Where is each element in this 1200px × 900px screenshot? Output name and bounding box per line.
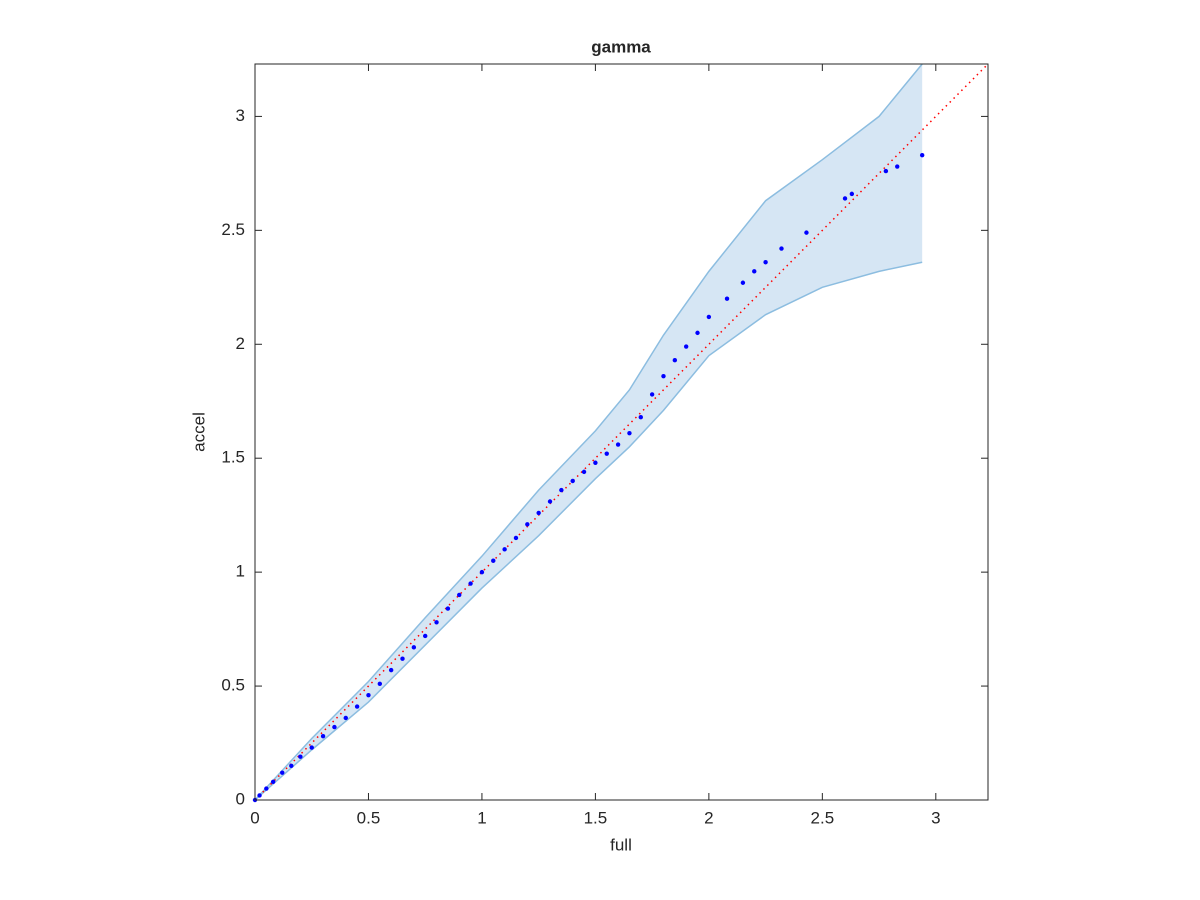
data-point <box>661 373 666 379</box>
data-point <box>724 296 730 301</box>
data-point <box>434 620 439 625</box>
y-tick-label: 2 <box>236 334 245 353</box>
confidence-band <box>255 64 923 800</box>
data-point <box>388 667 394 673</box>
data-point <box>343 715 348 721</box>
data-point <box>604 451 609 456</box>
x-tick-label: 0.5 <box>357 808 381 827</box>
x-tick-label: 2 <box>704 808 713 827</box>
data-point <box>695 330 700 336</box>
data-point <box>457 592 462 598</box>
data-point <box>919 152 925 158</box>
data-point <box>377 681 383 686</box>
data-point <box>615 442 621 447</box>
data-point <box>883 168 889 174</box>
x-tick-label: 2.5 <box>811 808 835 827</box>
y-tick-label: 3 <box>236 106 245 125</box>
data-point <box>638 414 643 420</box>
data-point <box>491 558 496 563</box>
data-point <box>320 733 326 739</box>
data-point <box>479 569 485 575</box>
data-point <box>332 724 337 730</box>
chart-title: gamma <box>591 37 651 56</box>
x-axis-label: full <box>610 835 632 854</box>
data-point <box>849 191 855 197</box>
data-point <box>366 692 371 698</box>
y-tick-label: 1.5 <box>221 448 245 467</box>
data-point <box>752 269 757 274</box>
y-tick-label: 0 <box>236 789 245 808</box>
data-point <box>547 499 553 504</box>
data-point <box>536 510 541 516</box>
data-point <box>298 754 303 759</box>
data-point <box>445 606 451 611</box>
data-point <box>411 645 417 650</box>
data-point <box>309 745 314 750</box>
data-point <box>581 469 587 475</box>
data-point <box>649 392 655 397</box>
data-point <box>513 535 519 541</box>
x-tick-label: 1.5 <box>584 808 608 827</box>
data-point <box>804 230 809 235</box>
data-point <box>280 770 285 775</box>
data-point <box>400 656 405 661</box>
data-point <box>570 478 575 484</box>
y-tick-label: 0.5 <box>221 676 245 695</box>
data-point <box>423 633 428 639</box>
data-point <box>895 164 900 169</box>
y-tick-label: 2.5 <box>221 220 245 239</box>
data-point <box>740 280 746 285</box>
data-point <box>593 460 598 465</box>
y-tick-label: 1 <box>236 562 245 581</box>
data-point <box>842 196 848 201</box>
data-point <box>763 260 768 265</box>
data-point <box>502 547 507 552</box>
data-point <box>289 763 294 769</box>
band-lower <box>254 261 923 801</box>
data-point <box>468 581 473 586</box>
x-tick-label: 3 <box>931 808 940 827</box>
data-point <box>672 358 678 363</box>
data-point <box>270 779 276 784</box>
data-point <box>525 522 530 527</box>
data-point <box>264 786 269 791</box>
x-tick-label: 0 <box>250 808 259 827</box>
data-point <box>779 246 784 251</box>
data-point <box>354 704 360 709</box>
data-point <box>559 487 564 493</box>
y-axis-label: accel <box>189 412 208 452</box>
data-point <box>627 430 632 436</box>
band-upper <box>254 63 923 801</box>
x-tick-label: 1 <box>477 808 486 827</box>
plot-frame <box>254 63 989 801</box>
data-point <box>706 314 712 320</box>
data-point <box>257 793 262 798</box>
data-point <box>683 344 689 349</box>
